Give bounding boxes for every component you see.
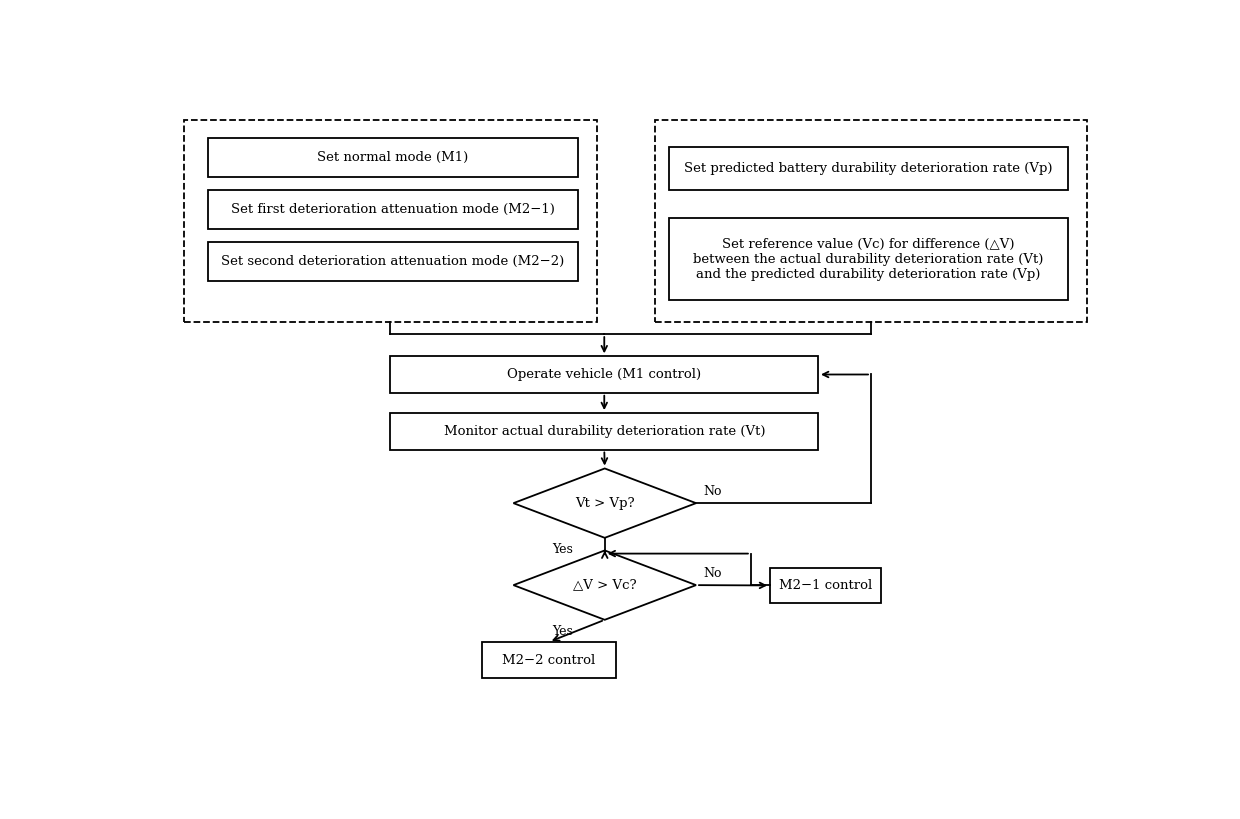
Text: Yes: Yes <box>552 625 573 638</box>
FancyBboxPatch shape <box>481 642 616 678</box>
FancyBboxPatch shape <box>655 120 1087 322</box>
Text: Set reference value (Vc) for difference (△V)
between the actual durability deter: Set reference value (Vc) for difference … <box>693 238 1044 281</box>
FancyBboxPatch shape <box>391 413 818 450</box>
Text: Operate vehicle (M1 control): Operate vehicle (M1 control) <box>507 368 702 381</box>
FancyBboxPatch shape <box>208 138 578 177</box>
Polygon shape <box>513 468 696 538</box>
Text: Set normal mode (M1): Set normal mode (M1) <box>317 151 469 164</box>
Text: △V > Vc?: △V > Vc? <box>573 579 636 591</box>
Text: M2−1 control: M2−1 control <box>779 579 872 592</box>
Text: No: No <box>704 486 722 498</box>
FancyBboxPatch shape <box>391 356 818 393</box>
Polygon shape <box>513 550 696 620</box>
Text: Set second deterioration attenuation mode (M2−2): Set second deterioration attenuation mod… <box>221 255 564 268</box>
Text: Set predicted battery durability deterioration rate (Vp): Set predicted battery durability deterio… <box>684 162 1053 174</box>
Text: Yes: Yes <box>552 543 573 555</box>
Text: Set first deterioration attenuation mode (M2−1): Set first deterioration attenuation mode… <box>231 203 554 215</box>
FancyBboxPatch shape <box>208 190 578 229</box>
FancyBboxPatch shape <box>184 120 596 322</box>
Text: M2−2 control: M2−2 control <box>502 654 595 667</box>
Text: Vt > Vp?: Vt > Vp? <box>575 496 635 509</box>
Text: No: No <box>704 568 722 581</box>
FancyBboxPatch shape <box>670 147 1068 190</box>
FancyBboxPatch shape <box>208 242 578 281</box>
FancyBboxPatch shape <box>670 218 1068 300</box>
Text: Monitor actual durability deterioration rate (Vt): Monitor actual durability deterioration … <box>444 425 765 437</box>
FancyBboxPatch shape <box>770 568 880 603</box>
